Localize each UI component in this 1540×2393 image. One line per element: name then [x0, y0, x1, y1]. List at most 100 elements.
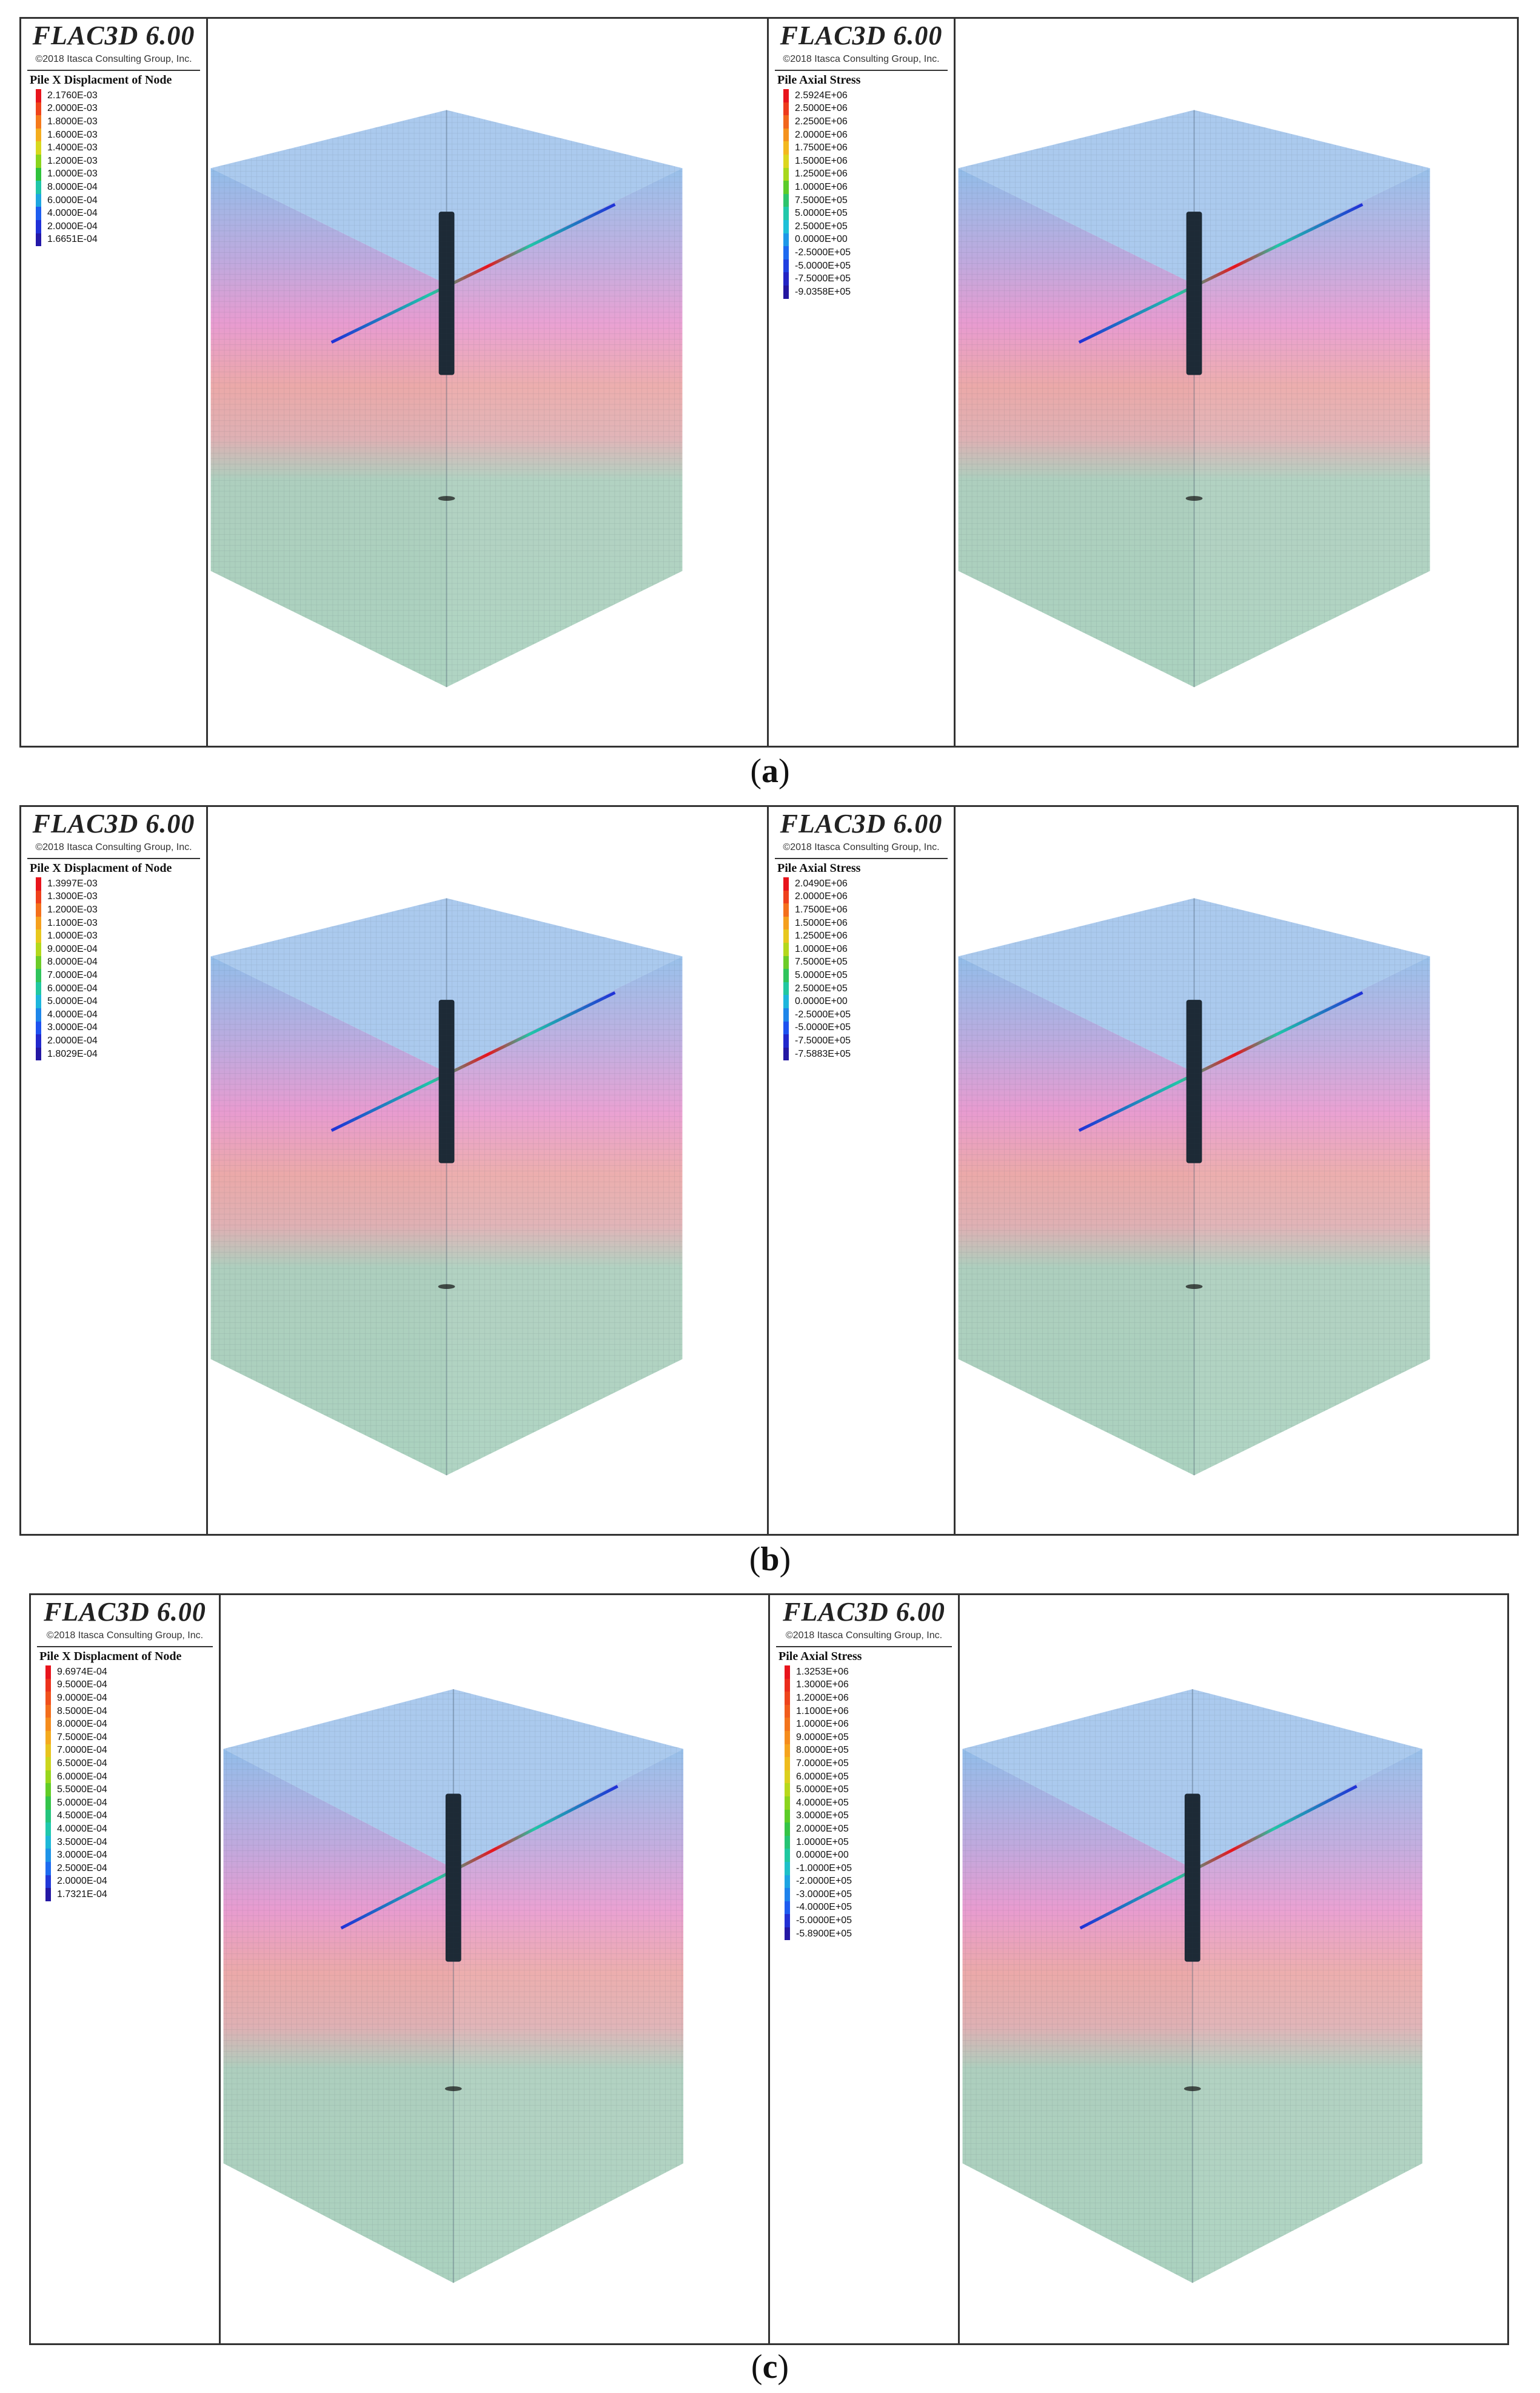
legend-value: 7.5000E+05: [795, 957, 848, 968]
legend-value: -5.0000E+05: [796, 1915, 852, 1926]
mesh-grid-right: [446, 956, 683, 1476]
legend-color-swatch: [783, 128, 789, 142]
bottom-center-mark: [1183, 2086, 1201, 2092]
legend-value: 2.5924E+06: [795, 90, 848, 101]
legend-color-swatch: [783, 246, 789, 259]
legend-entry: 1.0000E+06: [783, 181, 851, 194]
legend-value: 1.2000E-03: [47, 155, 98, 166]
legend-color-swatch: [36, 89, 41, 102]
title-divider: [775, 858, 948, 859]
legend-color-swatch: [45, 1783, 51, 1796]
legend-entry: -3.0000E+05: [785, 1888, 852, 1901]
legend-entry: 0.0000E+00: [783, 233, 851, 247]
legend-color-swatch: [785, 1730, 790, 1744]
legend-color-swatch: [783, 916, 789, 930]
legend-value: 3.0000E-04: [47, 1022, 98, 1033]
model-plot-right-a: FLAC3D 6.00 ©2018 Itasca Consulting Grou…: [767, 17, 1519, 748]
legend-value: 1.0000E-03: [47, 169, 98, 179]
legend-color-swatch: [785, 1678, 790, 1692]
caption-close: ): [777, 2348, 789, 2386]
legend-value: 1.7500E+06: [795, 142, 848, 153]
legend-color-swatch: [783, 285, 789, 299]
legend-value: 1.4000E-03: [47, 142, 98, 153]
model-viewport[interactable]: [208, 807, 769, 1534]
legend-color-swatch: [45, 1770, 51, 1784]
legend-value: -5.8900E+05: [796, 1928, 852, 1939]
caption-open: (: [751, 2348, 763, 2386]
legend-color-swatch: [36, 916, 41, 930]
legend-entry: 6.0000E-04: [36, 193, 98, 207]
legend-value: 1.3000E+06: [796, 1679, 849, 1690]
legend-value: -2.5000E+05: [795, 1009, 851, 1020]
legend-color-swatch: [783, 1034, 789, 1048]
legend-entry: 1.3000E-03: [36, 890, 98, 904]
title-divider: [37, 1646, 213, 1647]
mesh-grid-top: [958, 898, 1430, 1073]
legend-entry: 1.6651E-04: [36, 233, 98, 247]
legend-color-swatch: [45, 1835, 51, 1849]
legend-color-swatch: [36, 1021, 41, 1035]
legend-value: 1.0000E-03: [47, 931, 98, 942]
legend-entry: 2.5000E-04: [45, 1861, 107, 1875]
legend-value: -7.5883E+05: [795, 1048, 851, 1059]
legend-entry: 1.0000E-03: [36, 167, 98, 181]
legend-title: Pile Axial Stress: [777, 862, 861, 875]
legend-entry: 5.0000E+05: [783, 969, 851, 982]
caption-a: (a): [0, 752, 1540, 791]
legend-color-swatch: [783, 929, 789, 943]
legend-entry: -2.5000E+05: [783, 1008, 851, 1022]
model-viewport[interactable]: [221, 1595, 768, 2343]
legend-value: 9.0000E-04: [47, 943, 98, 954]
legend-value: -5.0000E+05: [795, 260, 851, 271]
legend-value: 2.0000E+06: [795, 891, 848, 902]
mesh-grid-top: [958, 110, 1430, 284]
caption-letter: c: [762, 2348, 778, 2386]
legend-value: -2.5000E+05: [795, 247, 851, 258]
legend-entry: 2.0000E-03: [36, 102, 98, 116]
mesh-grid-right: [446, 168, 683, 688]
model-viewport[interactable]: [956, 807, 1517, 1534]
legend-entry: 8.0000E+05: [785, 1744, 852, 1758]
legend-color-swatch: [785, 1770, 790, 1784]
legend-value: 9.0000E-04: [57, 1692, 107, 1703]
legend-entry: 7.5000E-04: [45, 1730, 107, 1744]
legend-value: 2.0000E-04: [47, 1035, 98, 1046]
legend-value: 2.0000E-04: [47, 221, 98, 232]
legend-entry: 1.6000E-03: [36, 128, 98, 142]
model-viewport[interactable]: [208, 19, 769, 746]
vertical-pile-mesh: [1184, 1793, 1200, 1962]
legend-color-swatch: [36, 995, 41, 1008]
legend-panel: FLAC3D 6.00 ©2018 Itasca Consulting Grou…: [769, 807, 956, 1534]
legend-color-swatch: [783, 272, 789, 286]
legend-value: 1.2000E-03: [47, 904, 98, 915]
legend-value: 1.1000E+06: [796, 1705, 849, 1716]
mesh-grid-left: [962, 1749, 1193, 2283]
legend-entry: 1.2500E+06: [783, 167, 851, 181]
soil-block-model: [210, 898, 683, 1476]
legend-entry: 2.0000E-04: [45, 1875, 107, 1889]
legend-color-swatch: [785, 1665, 790, 1679]
bottom-center-mark: [444, 2086, 462, 2092]
mesh-grid-left: [210, 168, 447, 688]
legend-entry: 7.0000E+05: [785, 1757, 852, 1770]
mesh-grid-right: [1194, 168, 1430, 688]
legend-color-swatch: [783, 1021, 789, 1035]
legend-color-swatch: [36, 942, 41, 956]
model-viewport[interactable]: [956, 19, 1517, 746]
legend-color-swatch: [785, 1875, 790, 1889]
app-title: FLAC3D 6.00: [44, 1597, 206, 1627]
legend-title: Pile X Displacment of Node: [39, 1650, 182, 1663]
legend-color-swatch: [785, 1704, 790, 1718]
legend-value: 5.5000E-04: [57, 1784, 107, 1795]
legend-value: 4.0000E-04: [57, 1823, 107, 1834]
legend-color-swatch: [783, 995, 789, 1008]
model-plot-right-c: FLAC3D 6.00 ©2018 Itasca Consulting Grou…: [768, 1593, 1509, 2345]
legend-color-swatch: [785, 1861, 790, 1875]
legend-color-swatch: [36, 128, 41, 142]
legend-entry: 1.2000E-03: [36, 903, 98, 917]
model-viewport[interactable]: [960, 1595, 1507, 2343]
horizontal-pile-beam: [1078, 991, 1364, 1132]
legend-entry: 5.0000E+05: [785, 1783, 852, 1796]
legend-entry: -5.0000E+05: [783, 259, 851, 273]
legend-color-swatch: [783, 956, 789, 969]
